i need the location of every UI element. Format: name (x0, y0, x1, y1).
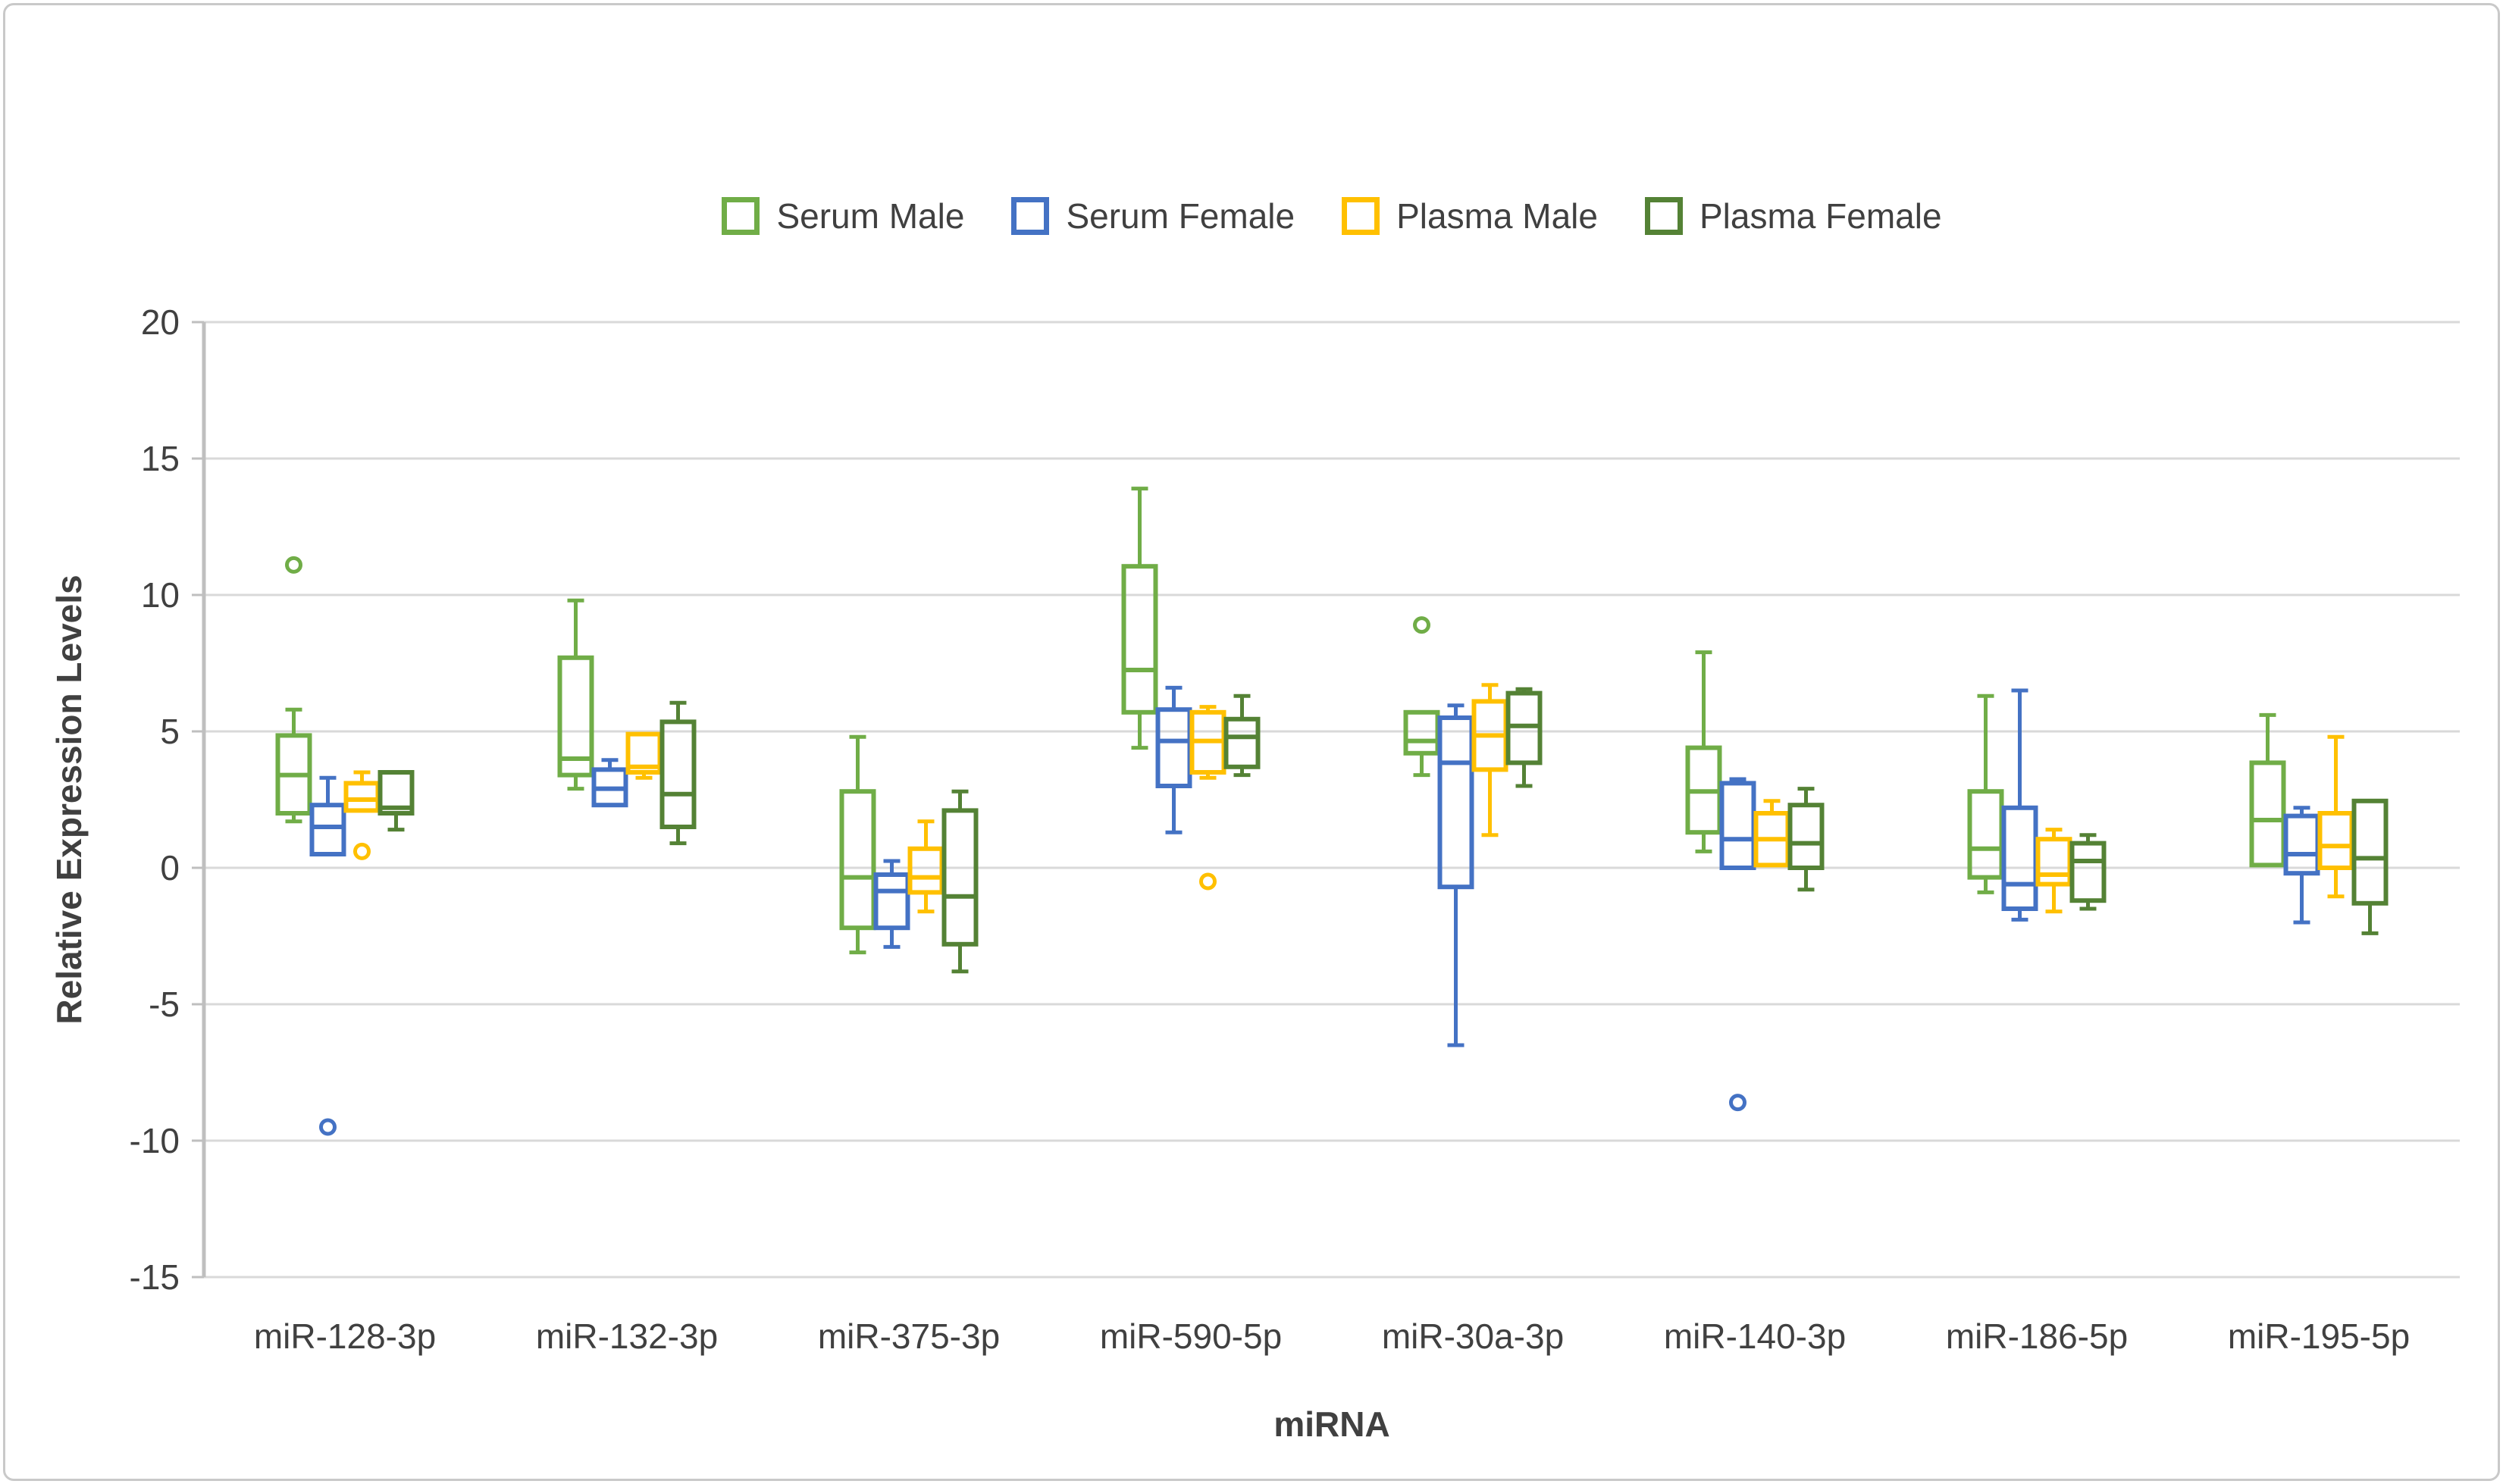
y-tick-label: 5 (160, 712, 180, 751)
iqr-box (309, 803, 346, 856)
x-tick-label: miR-186-5p (1946, 1317, 2128, 1356)
box-mir-590-5p-serum-male (1121, 487, 1158, 750)
legend-label: Serum Male (776, 196, 965, 236)
iqr-box (1403, 709, 1440, 756)
iqr-box (2283, 813, 2320, 876)
box-mir-375-3p-plasma-male (907, 819, 944, 914)
iqr-box (1787, 803, 1825, 870)
box-mir-30a-3p-serum-male (1403, 616, 1440, 778)
legend-swatch-icon (1342, 197, 1380, 235)
box-mir-186-5p-plasma-male (2035, 828, 2072, 914)
box-mir-30a-3p-plasma-male (1471, 683, 1508, 837)
legend-item-serum-male: Serum Male (722, 196, 964, 236)
box-mir-195-5p-serum-female (2283, 806, 2320, 925)
chart-legend: Serum Male Serum Female Plasma Male Plasma … (204, 193, 2460, 239)
legend-item-plasma-female: Plasma Female (1644, 196, 1942, 236)
y-tick-label: -15 (130, 1257, 180, 1297)
box-mir-375-3p-serum-female (873, 859, 910, 949)
outlier-point (1413, 616, 1430, 634)
box-mir-132-3p-serum-female (591, 758, 628, 808)
box-mir-128-3p-serum-male (275, 556, 312, 824)
outlier-point (319, 1118, 337, 1136)
legend-label: Serum Female (1066, 196, 1295, 236)
y-tick-label: -5 (149, 985, 180, 1024)
box-mir-375-3p-serum-male (839, 734, 876, 955)
outlier-point (1729, 1094, 1746, 1112)
box-mir-375-3p-plasma-female (941, 789, 979, 974)
box-mir-140-3p-serum-female (1719, 777, 1756, 1112)
box-mir-128-3p-plasma-female (377, 770, 415, 832)
legend-swatch-icon (722, 197, 760, 235)
box-mir-132-3p-plasma-female (659, 700, 697, 846)
box-mir-195-5p-plasma-female (2351, 798, 2389, 935)
outlier-point (353, 842, 371, 860)
iqr-box (1719, 781, 1756, 871)
y-tick-label: -10 (130, 1121, 180, 1160)
box-mir-30a-3p-plasma-female (1505, 687, 1543, 788)
outlier-point (285, 556, 302, 574)
legend-item-plasma-male: Plasma Male (1342, 196, 1598, 236)
iqr-box (2001, 805, 2038, 912)
x-axis-title: miRNA (1273, 1404, 1389, 1444)
y-tick-label: 20 (141, 302, 180, 342)
legend-label: Plasma Female (1699, 196, 1942, 236)
x-tick-label: miR-128-3p (254, 1317, 436, 1356)
box-mir-30a-3p-serum-female (1437, 703, 1474, 1047)
y-tick-label: 15 (141, 439, 180, 478)
box-mir-186-5p-serum-female (2001, 688, 2038, 922)
box-mir-140-3p-plasma-male (1753, 799, 1790, 868)
x-tick-label: miR-590-5p (1100, 1317, 1282, 1356)
x-tick-label: miR-375-3p (818, 1317, 1000, 1356)
plot-area: 20 15 10 5 0 -5 -10 -15 miR-128-3p miR-132-3p miR-… (130, 302, 2460, 1356)
y-axis-title: Relative Expression Levels (49, 575, 89, 1024)
iqr-box (839, 789, 876, 931)
iqr-box (873, 872, 910, 931)
y-tick-label: 0 (160, 848, 180, 888)
box-mir-590-5p-plasma-female (1223, 693, 1261, 778)
chart-canvas: Serum Male Serum Female Plasma Male Plasma … (3, 3, 2500, 1481)
box-mir-132-3p-serum-male (557, 598, 594, 791)
outlier-point (1199, 872, 1217, 891)
box-mir-140-3p-serum-male (1685, 650, 1722, 853)
y-tick-label: 10 (141, 575, 180, 615)
x-tick-label: miR-132-3p (536, 1317, 718, 1356)
iqr-box (2069, 841, 2107, 903)
iqr-box (1155, 707, 1192, 789)
box-mir-132-3p-plasma-male (625, 731, 663, 780)
box-mir-140-3p-plasma-female (1787, 787, 1825, 892)
legend-label: Plasma Male (1396, 196, 1598, 236)
boxplot-chart: 20 15 10 5 0 -5 -10 -15 miR-128-3p miR-132-3p miR-… (49, 302, 2460, 1444)
iqr-box (1437, 715, 1474, 890)
x-tick-label: miR-195-5p (2228, 1317, 2410, 1356)
x-tick-label: miR-30a-3p (1382, 1317, 1564, 1356)
iqr-box (2035, 837, 2072, 887)
x-tick-label: miR-140-3p (1664, 1317, 1846, 1356)
legend-item-serum-female: Serum Female (1011, 196, 1295, 236)
iqr-box (941, 808, 979, 947)
iqr-box (1223, 716, 1261, 769)
box-mir-590-5p-serum-female (1155, 685, 1192, 834)
iqr-box (1967, 789, 2004, 880)
iqr-box (377, 770, 415, 816)
box-mir-195-5p-serum-male (2249, 712, 2286, 868)
legend-swatch-icon (1011, 197, 1050, 235)
iqr-box (557, 655, 594, 778)
iqr-box (343, 781, 381, 813)
iqr-box (2249, 760, 2286, 868)
iqr-box (907, 846, 944, 895)
iqr-box (2351, 798, 2389, 906)
iqr-box (659, 719, 697, 830)
box-mir-195-5p-plasma-male (2317, 734, 2354, 899)
legend-swatch-icon (1644, 197, 1683, 235)
box-mir-186-5p-plasma-female (2069, 833, 2107, 911)
box-mir-186-5p-serum-male (1967, 693, 2004, 894)
box-mir-590-5p-plasma-male (1189, 705, 1226, 891)
box-mir-128-3p-plasma-male (343, 770, 381, 860)
iqr-box (1121, 564, 1158, 715)
box-mir-128-3p-serum-female (309, 775, 346, 1136)
iqr-box (2317, 811, 2354, 870)
